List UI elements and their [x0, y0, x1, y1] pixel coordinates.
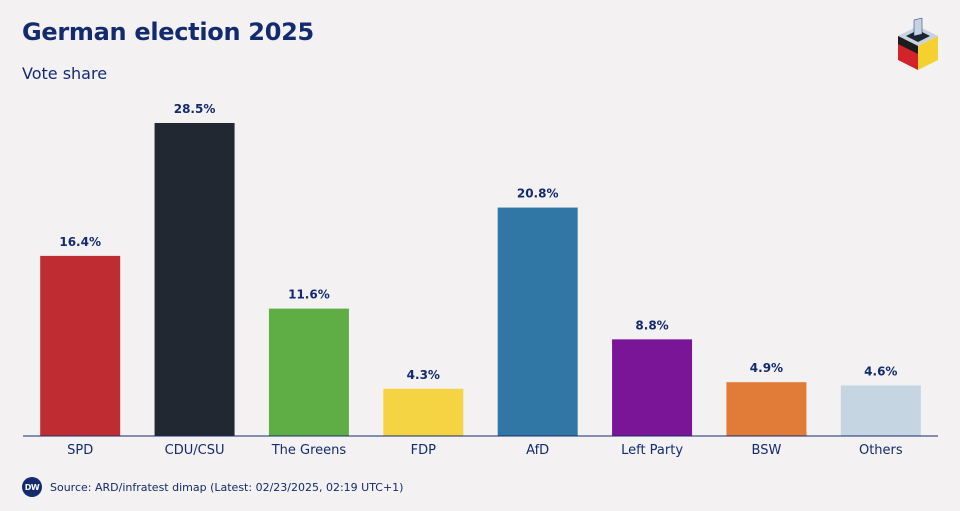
bar-afd: [497, 207, 578, 436]
value-label: 28.5%: [174, 102, 216, 116]
bar-others: [840, 385, 921, 436]
category-label: FDP: [411, 443, 436, 458]
footer: DW Source: ARD/infratest dimap (Latest: …: [22, 477, 403, 497]
value-label: 11.6%: [288, 288, 330, 302]
category-label: SPD: [67, 443, 93, 458]
value-label: 16.4%: [59, 235, 101, 249]
bar-spd: [40, 255, 121, 436]
source-note: Source: ARD/infratest dimap (Latest: 02/…: [50, 480, 404, 494]
value-label: 8.8%: [635, 318, 668, 332]
chart-title: German election 2025: [22, 18, 314, 46]
bar-the-greens: [268, 308, 349, 436]
bar-left-party: [612, 339, 693, 436]
category-label: The Greens: [271, 443, 347, 458]
bar-fdp: [383, 388, 464, 436]
value-label: 4.3%: [407, 368, 440, 382]
value-label: 4.9%: [750, 361, 783, 375]
ballot-box-icon: [898, 17, 938, 70]
chart-subtitle: Vote share: [22, 64, 108, 83]
bar-cdu-csu: [154, 123, 235, 436]
value-label: 20.8%: [517, 187, 559, 201]
category-label: Others: [859, 443, 903, 458]
category-label: BSW: [752, 443, 782, 458]
value-label: 4.6%: [864, 364, 897, 378]
dw-logo: DW: [22, 477, 42, 497]
category-label: Left Party: [621, 443, 683, 458]
category-label: AfD: [526, 443, 549, 458]
bar-bsw: [726, 382, 807, 436]
category-label: CDU/CSU: [165, 443, 225, 458]
